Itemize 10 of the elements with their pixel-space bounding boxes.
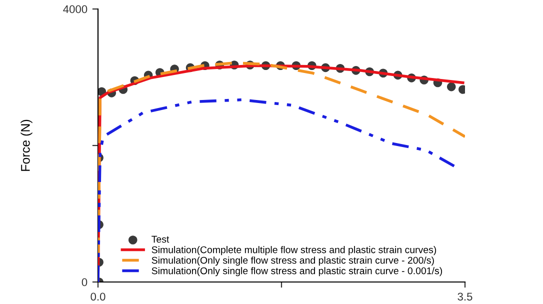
legend-label: Simulation(Only single flow stress and plastic strain curve - 0.001/s) — [152, 267, 442, 276]
y-tick-label: 0 — [82, 278, 88, 286]
y-tick-label: 4000 — [63, 5, 88, 14]
x-tick-label: 0.0 — [90, 292, 106, 301]
point — [446, 82, 456, 92]
legend-label: Simulation(Only single flow stress and plastic strain curve - 200/s) — [152, 256, 434, 266]
legend-label: Simulation(Complete multiple flow stress and plastic strain curves) — [152, 246, 436, 256]
x-tick-label: 3.5 — [458, 292, 472, 301]
y-axis-title: Force (N) — [20, 120, 32, 171]
legend-label: Test — [152, 236, 170, 243]
